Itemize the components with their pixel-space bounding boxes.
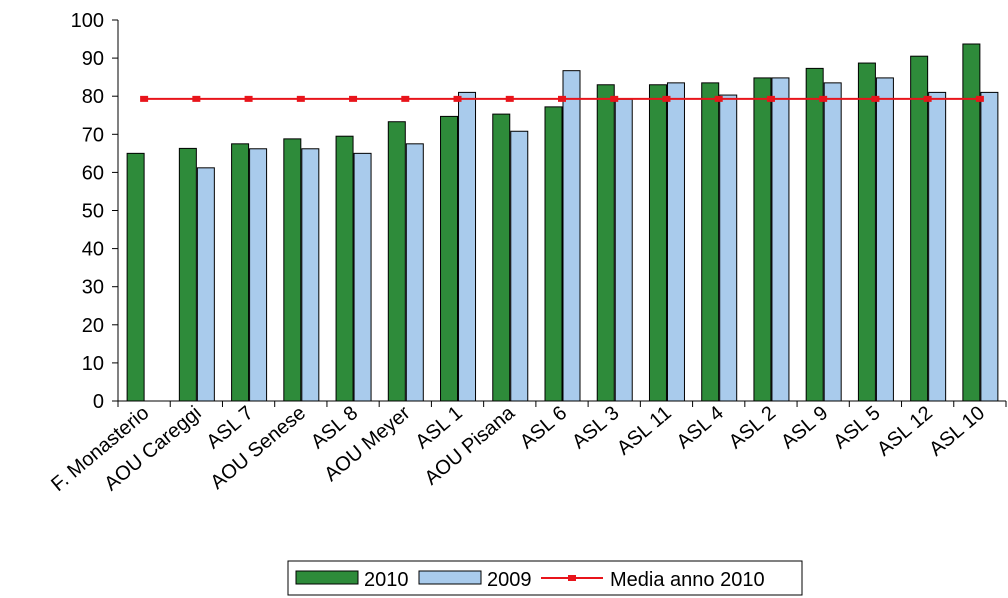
bar-2009-14 (875, 77, 894, 402)
y-tick-label: 70 (82, 124, 104, 146)
media-marker-13 (819, 95, 828, 102)
media-marker-16 (975, 95, 984, 102)
bar-2009-4 (353, 152, 372, 402)
bar-2010-16 (962, 43, 981, 402)
x-tick-label: ASL 4 (673, 402, 728, 453)
bar-2009-9 (614, 98, 633, 402)
media-marker-5 (401, 95, 410, 102)
bar-2009-1 (196, 167, 215, 402)
bar-2009-16 (980, 91, 999, 402)
bar-2009-6 (458, 91, 477, 402)
media-marker-2 (244, 95, 253, 102)
bar-2010-10 (648, 84, 667, 402)
bars (126, 43, 999, 402)
media-marker-10 (662, 95, 671, 102)
media-marker-12 (766, 95, 775, 102)
media-marker-7 (505, 95, 514, 102)
x-tick-label: ASL 10 (925, 402, 989, 461)
media-marker-11 (714, 95, 723, 102)
y-tick-label: 10 (82, 353, 104, 375)
bar-2010-15 (910, 55, 929, 402)
bar-2010-9 (596, 84, 615, 402)
x-tick-label: ASL 9 (777, 402, 832, 453)
media-marker-6 (453, 95, 462, 102)
media-marker-15 (923, 95, 932, 102)
y-tick-label: 50 (82, 201, 104, 223)
bar-2010-0 (126, 152, 145, 402)
y-ticks: 0 10 20 30 40 50 60 70 80 90 100 (71, 10, 118, 413)
y-tick-label: 40 (82, 239, 104, 261)
media-marker-0 (140, 95, 149, 102)
x-tick-label: ASL 12 (873, 402, 937, 461)
bar-2010-5 (387, 121, 406, 402)
bar-2010-6 (440, 115, 459, 402)
bar-2009-3 (301, 148, 320, 402)
media-marker-1 (192, 95, 201, 102)
legend-swatch-2009 (418, 570, 482, 585)
reference-line (140, 95, 984, 102)
media-marker-14 (871, 95, 880, 102)
bar-2010-8 (544, 106, 563, 402)
x-tick-label: AOU Pisana (421, 401, 520, 489)
bar-2009-13 (823, 82, 842, 402)
legend-marker-media (568, 575, 576, 581)
legend-label-media: Media anno 2010 (610, 569, 765, 591)
y-tick-label: 60 (82, 162, 104, 184)
legend-swatch-2010 (295, 570, 359, 585)
media-marker-4 (349, 95, 358, 102)
y-tick-label: 0 (93, 391, 104, 413)
bar-2010-4 (335, 135, 354, 402)
bar-2010-13 (805, 67, 824, 402)
bar-2009-2 (249, 148, 268, 402)
bar-2010-7 (492, 113, 511, 402)
y-tick-label: 100 (71, 10, 104, 32)
bar-2009-11 (719, 94, 738, 402)
bar-2010-12 (753, 77, 772, 402)
y-tick-label: 30 (82, 277, 104, 299)
x-tick-label: ASL 2 (725, 402, 780, 453)
legend-label-2009: 2009 (487, 569, 532, 591)
legend: 2010 2009 Media anno 2010 (287, 560, 803, 596)
bar-2010-1 (178, 147, 197, 402)
media-marker-8 (558, 95, 566, 102)
x-tick-label: ASL 11 (613, 402, 676, 460)
media-marker-9 (610, 95, 619, 102)
bar-2009-8 (562, 70, 581, 402)
media-marker-3 (296, 95, 305, 102)
bar-2009-15 (928, 91, 947, 402)
bar-2010-11 (701, 82, 720, 402)
bar-2009-12 (771, 77, 790, 402)
bar-2010-14 (857, 62, 876, 402)
plot-area: 0 10 20 30 40 50 60 70 80 90 100 F. MonasterioAOU … (47, 10, 1007, 496)
y-tick-label: 90 (82, 48, 104, 70)
bar-2009-10 (666, 82, 685, 402)
bar-2010-2 (231, 143, 250, 402)
bar-2009-5 (405, 143, 424, 402)
x-tick-label: ASL 6 (516, 402, 571, 453)
legend-label-2010: 2010 (364, 569, 409, 591)
bar-2009-7 (510, 130, 529, 402)
y-tick-label: 80 (82, 86, 104, 108)
bar-2010-3 (283, 138, 302, 402)
y-tick-label: 20 (82, 315, 104, 337)
